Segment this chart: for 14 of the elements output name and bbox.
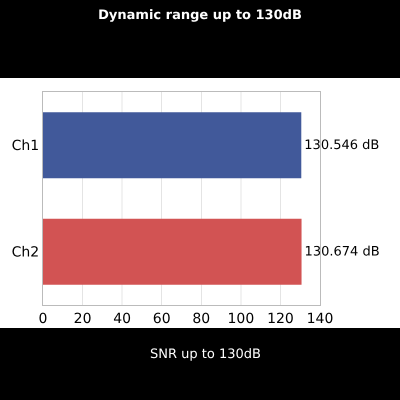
data-label: 130.674 dB: [304, 244, 380, 260]
x-tick-label: 100: [227, 310, 254, 327]
x-tick-label: 80: [192, 310, 210, 327]
chart-title: Dynamic range up to 130dB: [98, 8, 302, 24]
y-tick-label: Ch1: [12, 138, 40, 154]
x-tick-label: 60: [152, 310, 171, 327]
x-tick-label: 40: [113, 310, 132, 327]
x-tick-label: 0: [38, 310, 48, 327]
data-label: 130.546 dB: [304, 138, 380, 153]
y-tick-label: Ch2: [12, 244, 40, 261]
x-tick-label: 140: [306, 310, 334, 327]
text: SNR up to 130dB: [150, 347, 261, 362]
x-tick-label: 120: [267, 310, 294, 327]
x-tick-label: 20: [74, 310, 92, 327]
